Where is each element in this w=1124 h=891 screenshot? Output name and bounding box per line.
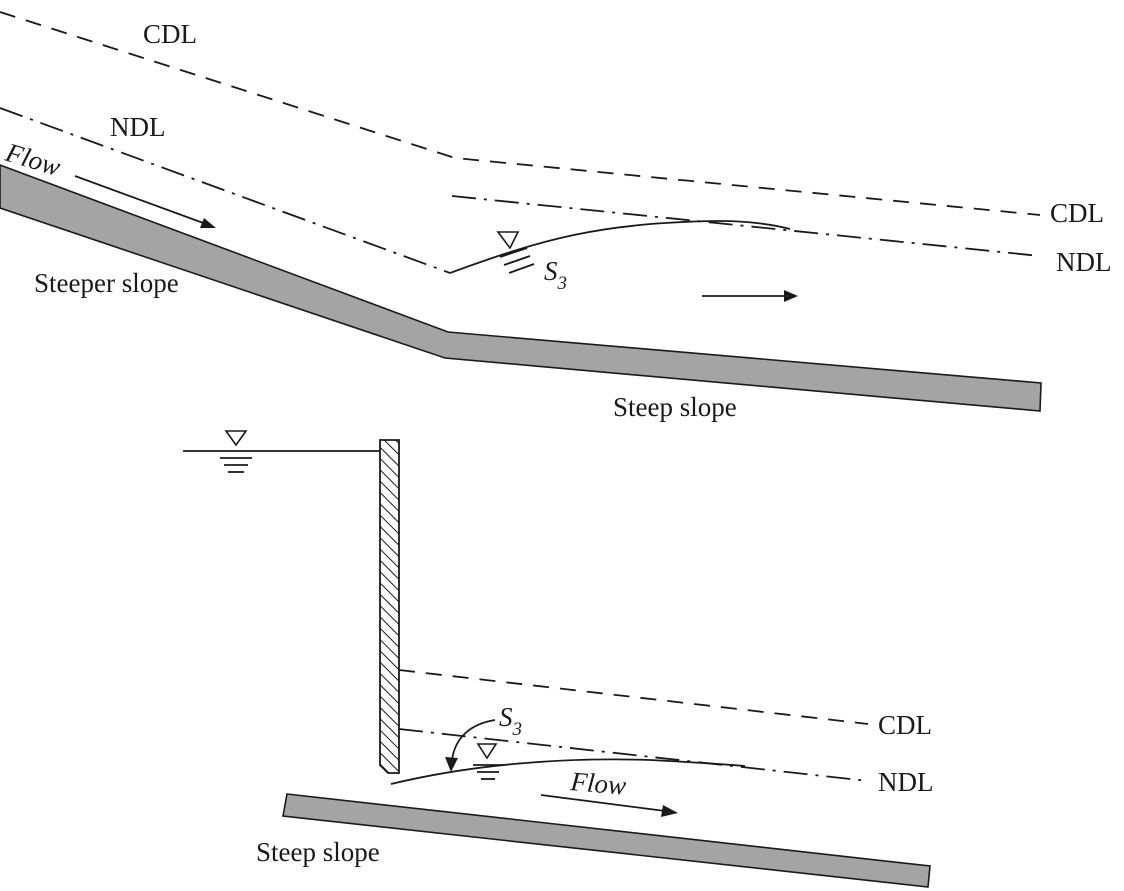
bottom-water-surface-symbol xyxy=(473,743,503,780)
bottom-cdl-line xyxy=(398,669,869,725)
top-flow-arrow-downstream xyxy=(702,290,798,302)
bottom-flow-arrow xyxy=(540,794,678,817)
top-ndl-line-upstream xyxy=(0,107,451,274)
top-flow-arrow-upstream xyxy=(74,175,216,228)
bottom-steep-slope-label: Steep slope xyxy=(256,837,380,867)
top-ndl-label-left: NDL xyxy=(110,112,166,142)
top-cdl-label-right: CDL xyxy=(1050,198,1104,228)
bottom-sluice-gate xyxy=(379,439,400,774)
bottom-ndl-line xyxy=(398,728,869,782)
bottom-reservoir-water-symbol xyxy=(220,430,252,473)
bottom-s3-profile-curve xyxy=(390,758,746,785)
top-steep-slope-label: Steep slope xyxy=(613,392,737,422)
top-diagram: CDL NDL Flow Steeper slope S3 CDL NDL St… xyxy=(0,11,1112,422)
bottom-s3-leader-arrow xyxy=(445,719,496,772)
top-steeper-slope-label: Steeper slope xyxy=(34,268,179,298)
bottom-cdl-label: CDL xyxy=(878,710,932,740)
top-cdl-line xyxy=(0,11,1041,216)
bottom-channel-bed xyxy=(282,793,931,888)
top-water-surface-symbol xyxy=(496,231,535,274)
top-ndl-line-downstream xyxy=(451,195,1041,257)
bottom-flow-label: Flow xyxy=(568,766,627,801)
top-ndl-label-right: NDL xyxy=(1056,247,1112,277)
top-s3-label: S3 xyxy=(544,256,567,294)
bottom-diagram: S3 CDL NDL Flow Steep slope xyxy=(183,430,934,888)
top-cdl-label-left: CDL xyxy=(143,19,197,49)
bottom-ndl-label: NDL xyxy=(878,767,934,797)
bottom-s3-label: S3 xyxy=(499,702,522,740)
top-s3-profile-curve xyxy=(449,220,791,274)
top-channel-bed xyxy=(0,164,1042,412)
